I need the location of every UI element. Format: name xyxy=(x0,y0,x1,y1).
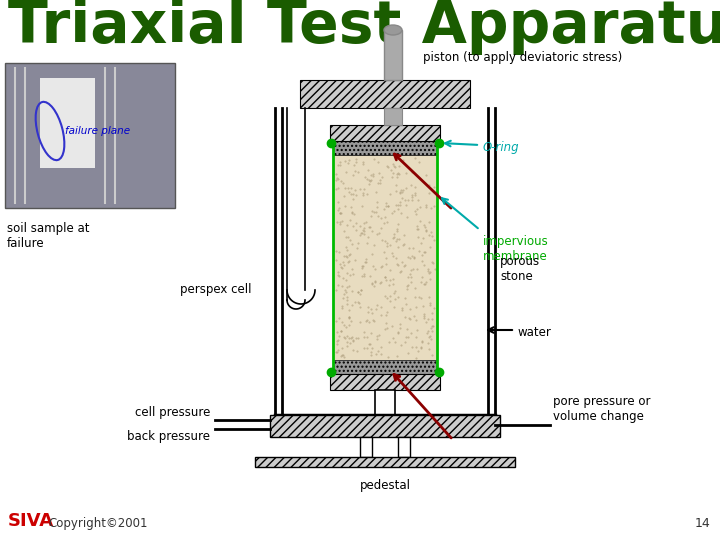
Text: porous
stone: porous stone xyxy=(500,255,540,283)
Text: Copyright©2001: Copyright©2001 xyxy=(48,517,148,530)
Bar xyxy=(333,155,437,360)
Text: O-ring: O-ring xyxy=(483,140,520,153)
Bar xyxy=(300,80,470,108)
Bar xyxy=(330,125,440,141)
Text: pore pressure or
volume change: pore pressure or volume change xyxy=(553,395,650,423)
Text: back pressure: back pressure xyxy=(127,430,210,443)
Ellipse shape xyxy=(384,25,402,35)
Bar xyxy=(375,390,395,415)
Text: perspex cell: perspex cell xyxy=(180,284,251,296)
Bar xyxy=(330,374,440,390)
Bar xyxy=(255,457,515,467)
Text: piston (to apply deviatoric stress): piston (to apply deviatoric stress) xyxy=(423,51,622,64)
Bar xyxy=(384,30,402,80)
Text: impervious
membrane: impervious membrane xyxy=(483,235,549,263)
Text: 14: 14 xyxy=(694,517,710,530)
Bar xyxy=(360,437,372,457)
Bar xyxy=(5,63,175,208)
Text: cell pressure: cell pressure xyxy=(135,406,210,419)
Text: Triaxial Test Apparatus: Triaxial Test Apparatus xyxy=(8,0,720,55)
Bar xyxy=(333,360,437,374)
Text: soil sample at
failure: soil sample at failure xyxy=(7,222,89,250)
Text: water: water xyxy=(518,327,552,340)
Bar xyxy=(398,437,410,457)
Text: pedestal: pedestal xyxy=(359,479,410,492)
Text: failure plane: failure plane xyxy=(65,126,130,136)
Bar xyxy=(333,141,437,155)
Bar xyxy=(384,108,402,125)
Bar xyxy=(270,415,500,437)
Bar xyxy=(40,78,95,168)
Text: SIVA: SIVA xyxy=(8,512,54,530)
